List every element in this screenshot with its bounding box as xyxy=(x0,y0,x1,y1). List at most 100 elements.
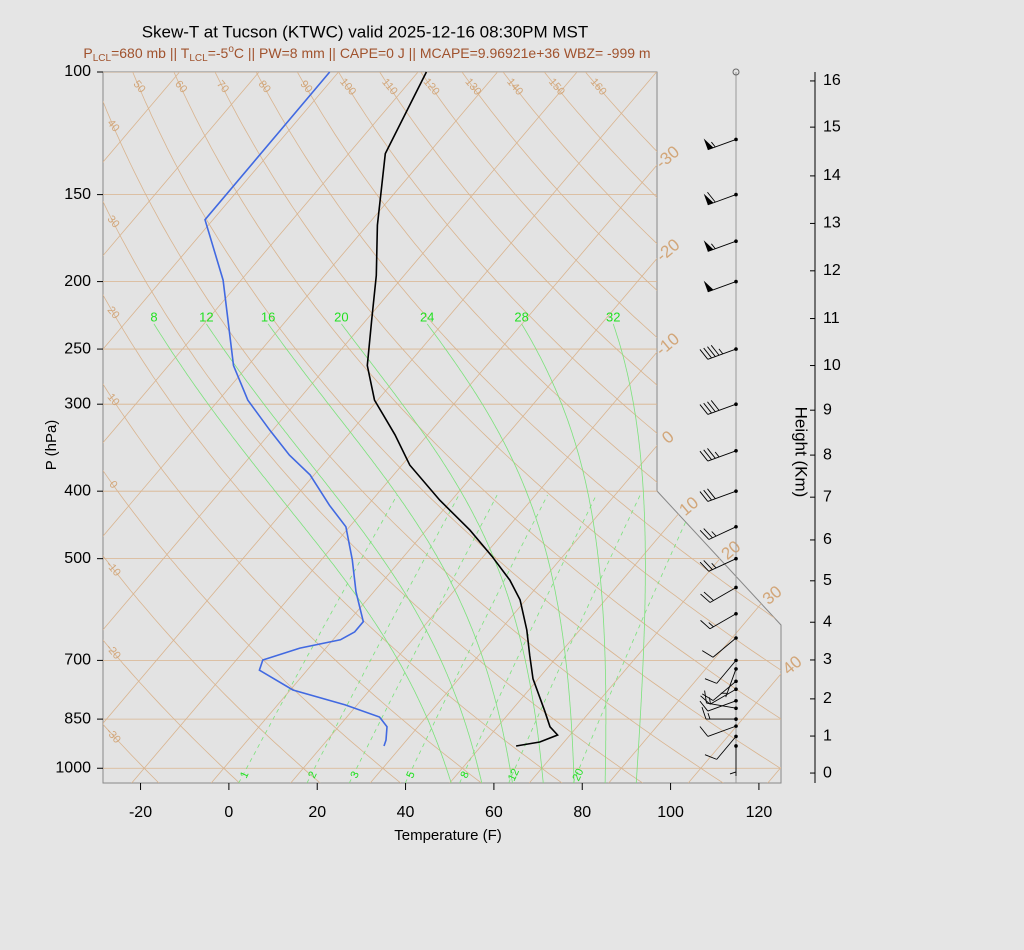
barb-full xyxy=(699,726,709,737)
wind-barb xyxy=(700,687,738,705)
chart-title: Skew-T at Tucson (KTWC) valid 2025-12-16… xyxy=(142,22,589,41)
moist-adiabat xyxy=(206,323,483,783)
isotherm-label: 40 xyxy=(779,652,806,679)
barb-dot xyxy=(734,449,738,453)
barb-dot xyxy=(734,698,738,703)
wind-barb xyxy=(701,706,738,721)
barb-dot xyxy=(734,687,738,692)
height-tick-label: 12 xyxy=(823,262,841,279)
barb-staff xyxy=(716,736,737,760)
barb-full xyxy=(702,693,714,701)
height-tick-label: 7 xyxy=(823,488,832,505)
barb-full xyxy=(701,706,707,720)
barb-dot xyxy=(734,556,738,561)
subtitle-part: =-5 xyxy=(208,45,229,61)
y-tick-label: 1000 xyxy=(55,759,91,776)
barb-staff xyxy=(709,688,737,705)
y-tick-label: 700 xyxy=(64,652,91,669)
moist-adiabat xyxy=(341,323,544,783)
dry-adiabat xyxy=(103,72,482,783)
wind-barb xyxy=(699,556,738,572)
x-axis-label: Temperature (F) xyxy=(394,827,502,844)
y-tick-label: 150 xyxy=(64,186,91,203)
barb-staff xyxy=(707,139,737,151)
dry-adiabat xyxy=(103,72,724,783)
height-tick-label: 14 xyxy=(823,167,841,184)
moist-adiabat-label: 28 xyxy=(514,309,528,324)
barb-full xyxy=(703,489,712,501)
wind-barb xyxy=(702,679,738,701)
isotherm-label: 0 xyxy=(658,427,677,448)
mixing-ratio-line xyxy=(572,494,699,783)
subtitle-part: LCL xyxy=(93,53,112,64)
x-tick-label: 0 xyxy=(224,804,233,821)
barb-full xyxy=(710,345,720,356)
barb-staff xyxy=(712,680,737,701)
subtitle-part: P xyxy=(83,45,92,61)
barb-full xyxy=(700,695,711,705)
dry-adiabat xyxy=(103,72,240,783)
y-tick-label: 250 xyxy=(64,340,91,357)
barb-dot xyxy=(734,489,738,493)
isotherm xyxy=(103,72,657,783)
wind-barb xyxy=(699,488,738,502)
barb-dot xyxy=(734,611,738,616)
moist-adiabat-label: 12 xyxy=(199,309,213,324)
x-tick-label: -20 xyxy=(129,804,152,821)
barb-staff xyxy=(716,660,737,684)
barb-staff xyxy=(707,700,737,712)
mixing-ratio-label: 2 xyxy=(306,770,319,781)
barb-pennant xyxy=(703,138,714,150)
y-tick-label: 400 xyxy=(64,482,91,499)
height-tick-label: 13 xyxy=(823,215,841,232)
barb-staff xyxy=(725,668,737,698)
x-tick-label: 100 xyxy=(657,804,684,821)
barb-full xyxy=(702,650,714,658)
wind-barb xyxy=(704,734,738,760)
barb-full xyxy=(703,347,712,359)
barb-half xyxy=(707,712,711,720)
barb-staff xyxy=(707,348,737,360)
y-tick-label: 200 xyxy=(64,273,91,290)
dry-adiabat xyxy=(103,72,321,783)
x-tick-label: 40 xyxy=(397,804,415,821)
height-tick-label: 10 xyxy=(823,357,841,374)
mixing-ratio-label: 3 xyxy=(348,770,361,781)
moist-adiabat xyxy=(426,323,575,783)
wind-barb xyxy=(699,524,738,540)
barb-half xyxy=(718,348,724,355)
wind-barb xyxy=(699,400,738,415)
barb-dot xyxy=(734,402,738,406)
barb-dot xyxy=(734,239,738,244)
barb-full xyxy=(699,349,709,360)
height-tick-label: 3 xyxy=(823,651,832,668)
mixing-ratio-label: 20 xyxy=(570,767,586,783)
barb-full xyxy=(707,346,716,357)
barb-full xyxy=(707,448,716,459)
dry-adiabat xyxy=(103,72,563,783)
wind-barb xyxy=(699,345,738,360)
barb-dot xyxy=(734,347,738,351)
barb-pennant xyxy=(703,193,714,205)
wind-barb xyxy=(702,636,738,658)
isotherm xyxy=(103,72,260,783)
barb-half xyxy=(708,622,714,628)
y-tick-label: 100 xyxy=(64,63,91,80)
barb-full xyxy=(703,402,712,414)
barb-full xyxy=(707,191,716,203)
mixing-ratio-label: 12 xyxy=(506,767,522,783)
mixing-ratio-label: 8 xyxy=(458,770,471,781)
dewpoint-profile xyxy=(204,71,388,747)
isotherm xyxy=(103,72,419,783)
barb-half xyxy=(711,243,716,250)
dry-adiabat xyxy=(461,72,781,783)
isotherm xyxy=(847,72,1024,783)
barb-full xyxy=(703,560,713,570)
barb-dot xyxy=(734,679,738,684)
barb-staff xyxy=(712,637,737,658)
barb-dot xyxy=(734,636,738,640)
wind-barb xyxy=(700,611,738,630)
y-tick-label: 300 xyxy=(64,395,91,412)
barb-pennant xyxy=(703,240,714,252)
